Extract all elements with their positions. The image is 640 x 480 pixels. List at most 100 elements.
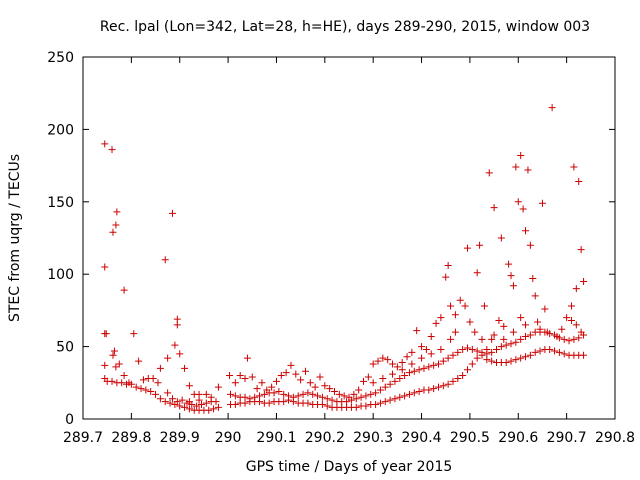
data-point <box>301 367 309 375</box>
data-point <box>202 399 210 407</box>
data-point <box>502 341 510 349</box>
data-point <box>517 354 525 362</box>
data-point <box>154 379 162 387</box>
data-point <box>466 318 474 326</box>
data-point <box>287 361 295 369</box>
data-point <box>321 382 329 390</box>
data-point <box>463 344 471 352</box>
data-point <box>522 227 530 235</box>
x-axis-label: GPS time / Days of year 2015 <box>246 459 453 475</box>
data-point <box>178 396 186 404</box>
data-point <box>534 318 542 326</box>
data-point <box>410 389 418 397</box>
data-point <box>488 335 496 343</box>
data-point <box>509 282 517 290</box>
data-point <box>531 292 539 300</box>
x-tick-label: 290.5 <box>450 430 490 446</box>
data-point <box>432 319 440 327</box>
y-tick-label: 100 <box>47 267 74 283</box>
data-point <box>575 178 583 186</box>
data-point <box>427 332 435 340</box>
x-tick-label: 290.6 <box>498 430 538 446</box>
x-tick-label: 290 <box>215 430 242 446</box>
data-point <box>480 302 488 310</box>
data-point <box>108 146 116 154</box>
data-point <box>164 389 172 397</box>
y-axis-label: STEC from uqrg / TECUs <box>7 154 23 322</box>
data-point <box>294 392 302 400</box>
data-point <box>292 370 300 378</box>
x-tick-label: 289.9 <box>160 430 200 446</box>
data-point <box>507 357 515 365</box>
data-point <box>488 357 496 365</box>
data-point <box>485 169 493 177</box>
data-point <box>277 372 285 380</box>
data-point <box>101 263 109 271</box>
data-point <box>299 390 307 398</box>
data-point <box>268 383 276 391</box>
data-point <box>149 374 157 382</box>
data-point <box>275 387 283 395</box>
data-point <box>459 345 467 353</box>
data-point <box>309 390 317 398</box>
x-axis: 289.7 289.8 289.9 290 290.1 290.2 290.3 290.4 29… <box>63 57 635 446</box>
data-point <box>538 199 546 207</box>
data-point <box>444 354 452 362</box>
data-point <box>355 386 363 394</box>
data-point <box>214 403 222 411</box>
data-point <box>328 396 336 404</box>
data-point <box>304 389 312 397</box>
data-point <box>505 260 513 268</box>
data-point <box>519 205 527 213</box>
data-point <box>570 335 578 343</box>
y-tick-label: 250 <box>47 50 74 66</box>
data-point <box>265 399 273 407</box>
x-tick-label: 290.8 <box>595 430 635 446</box>
data-point <box>335 390 343 398</box>
data-point <box>115 360 123 368</box>
data-point <box>113 208 121 216</box>
data-point <box>565 337 573 345</box>
data-point <box>350 390 358 398</box>
data-point <box>531 348 539 356</box>
data-point <box>418 354 426 362</box>
x-tick-label: 290.1 <box>256 430 296 446</box>
data-point <box>514 198 522 206</box>
data-point <box>403 353 411 361</box>
data-points <box>101 104 588 414</box>
data-point <box>427 350 435 358</box>
data-point <box>285 392 293 400</box>
data-point <box>304 399 312 407</box>
data-point <box>109 228 117 236</box>
data-point <box>389 360 397 368</box>
data-point <box>362 392 370 400</box>
data-point <box>439 382 447 390</box>
data-point <box>497 343 505 351</box>
data-point <box>526 351 534 359</box>
data-point <box>437 314 445 322</box>
data-point <box>420 364 428 372</box>
data-point <box>316 373 324 381</box>
data-point <box>555 348 563 356</box>
data-point <box>212 398 220 406</box>
data-point <box>558 325 566 333</box>
data-point <box>490 204 498 212</box>
data-point <box>326 385 334 393</box>
data-point <box>447 302 455 310</box>
data-point <box>422 345 430 353</box>
data-point <box>473 347 481 355</box>
data-point <box>459 372 467 380</box>
data-point <box>374 357 382 365</box>
data-point <box>248 373 256 381</box>
data-point <box>442 273 450 281</box>
data-point <box>118 379 126 387</box>
data-point <box>536 347 544 355</box>
data-point <box>386 380 394 388</box>
data-point <box>551 347 559 355</box>
data-point <box>130 330 138 338</box>
data-point <box>241 393 249 401</box>
data-point <box>500 322 508 330</box>
x-tick-label: 290.2 <box>305 430 345 446</box>
data-point <box>185 382 193 390</box>
data-point <box>343 398 351 406</box>
